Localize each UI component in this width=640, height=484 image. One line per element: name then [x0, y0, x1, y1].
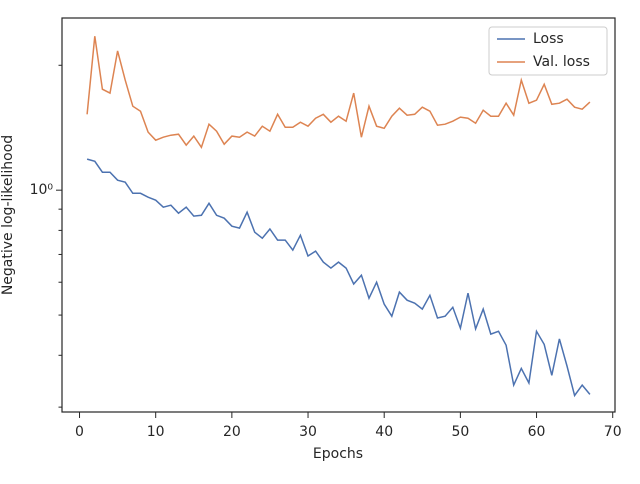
y-axis-label: Negative log-likelihood: [0, 135, 16, 295]
legend-label: Loss: [533, 31, 564, 47]
x-tick-label: 70: [604, 424, 622, 440]
line-series: [86, 158, 591, 398]
x-tick-label: 0: [75, 424, 84, 440]
x-tick-label: 10: [147, 424, 165, 440]
x-tick-label: 30: [299, 424, 317, 440]
x-tick-label: 20: [223, 424, 241, 440]
x-tick-label: 60: [528, 424, 546, 440]
x-tick-label: 40: [375, 424, 393, 440]
y-tick-label: 10⁰: [30, 182, 54, 198]
axes-frame: [61, 17, 616, 413]
line-series: [86, 36, 591, 149]
x-axis-label: Epochs: [313, 446, 363, 462]
legend-label: Val. loss: [533, 54, 590, 70]
x-tick-label: 50: [451, 424, 469, 440]
